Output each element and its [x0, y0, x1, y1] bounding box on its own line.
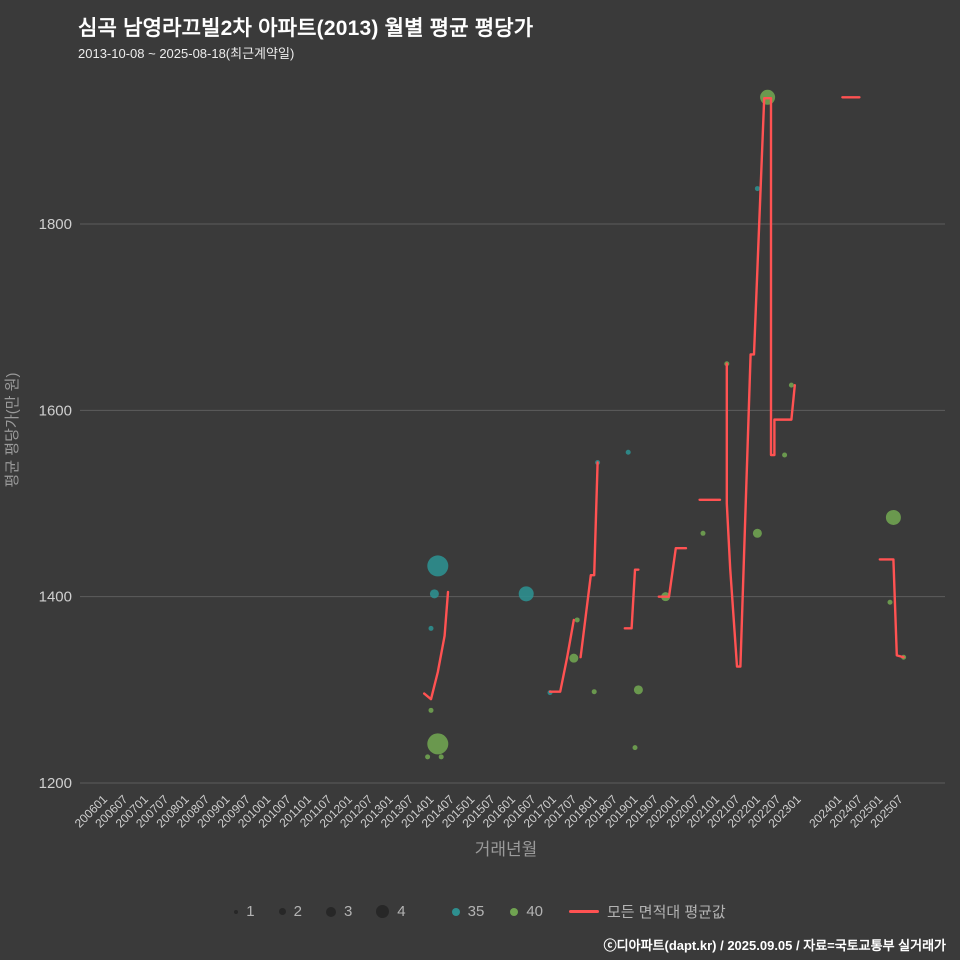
page-subtitle: 2013-10-08 ~ 2025-08-18(최근계약일)	[78, 46, 295, 61]
series-35-dot	[451, 907, 460, 916]
bubble-40[interactable]	[438, 754, 444, 760]
size-legend-label: 4	[397, 903, 406, 920]
bubble-40[interactable]	[788, 382, 794, 388]
size-3-dot	[325, 906, 336, 917]
bubble-40[interactable]	[591, 689, 597, 695]
avg-line-legend[interactable]: 모든 면적대 평균값	[569, 901, 726, 922]
y-tick-label: 1800	[39, 216, 72, 233]
avg-line-segment	[657, 547, 688, 598]
bubble-35[interactable]	[427, 555, 449, 577]
size-legend-label: 3	[343, 903, 353, 920]
size-legend-label: 1	[246, 903, 255, 920]
size-4-dot	[376, 905, 390, 918]
avg-line-segment	[725, 97, 796, 668]
bubble-40[interactable]	[887, 599, 893, 605]
bubble-40[interactable]	[427, 733, 449, 755]
bubble-40[interactable]	[574, 617, 580, 623]
size-legend-1[interactable]: 1	[234, 903, 255, 920]
y-tick-label: 1400	[39, 589, 72, 606]
series-40-label: 40	[526, 903, 543, 920]
avg-line-swatch	[569, 910, 599, 913]
bubble-35[interactable]	[625, 449, 631, 455]
bubble-40[interactable]	[885, 509, 901, 525]
size-legend-label: 2	[293, 903, 302, 920]
bubble-40[interactable]	[428, 707, 434, 713]
bubble-35[interactable]	[428, 625, 434, 631]
series-40-legend[interactable]: 40	[510, 903, 543, 920]
bubble-35[interactable]	[429, 589, 439, 599]
bubble-40[interactable]	[632, 745, 638, 751]
page-title: 심곡 남영라끄빌2차 아파트(2013) 월별 평균 평당가	[78, 17, 534, 40]
series-35-label: 35	[467, 903, 485, 920]
bubble-size-legend: 1 2 3 4	[234, 903, 406, 920]
size-2-dot	[278, 908, 286, 915]
bubble-35[interactable]	[518, 586, 534, 602]
avg-line-segment	[579, 461, 599, 659]
bubble-40[interactable]	[752, 528, 762, 538]
y-tick-label: 1200	[39, 775, 72, 792]
bubble-40[interactable]	[633, 685, 643, 695]
avg-line-segment	[623, 568, 640, 630]
size-1-dot	[234, 909, 239, 914]
x-axis-title: 거래년월	[475, 840, 538, 859]
avg-line-segment	[423, 590, 450, 701]
bubble-40[interactable]	[425, 754, 431, 760]
size-legend-4[interactable]: 4	[376, 903, 406, 920]
bubble-40[interactable]	[569, 653, 579, 663]
legend: 1 2 3 4 35 40 모든 면적대 평균값	[0, 901, 960, 922]
bubble-35[interactable]	[754, 186, 760, 192]
series-40-dot	[510, 907, 519, 916]
avg-line-segment	[548, 618, 575, 693]
bubble-40[interactable]	[782, 452, 788, 458]
avg-line-label: 모든 면적대 평균값	[607, 904, 726, 921]
y-axis-title: 평균 평당가(만 원)	[4, 373, 21, 488]
avg-line-segment	[878, 558, 905, 659]
size-legend-2[interactable]: 2	[278, 903, 302, 920]
bubble-40[interactable]	[700, 530, 706, 536]
y-tick-label: 1600	[39, 402, 72, 419]
series-35-legend[interactable]: 35	[451, 903, 485, 920]
footer-credit: ⓒ디아파트(dapt.kr) / 2025.09.05 / 자료=국토교통부 실…	[603, 938, 946, 953]
size-legend-3[interactable]: 3	[325, 903, 353, 920]
